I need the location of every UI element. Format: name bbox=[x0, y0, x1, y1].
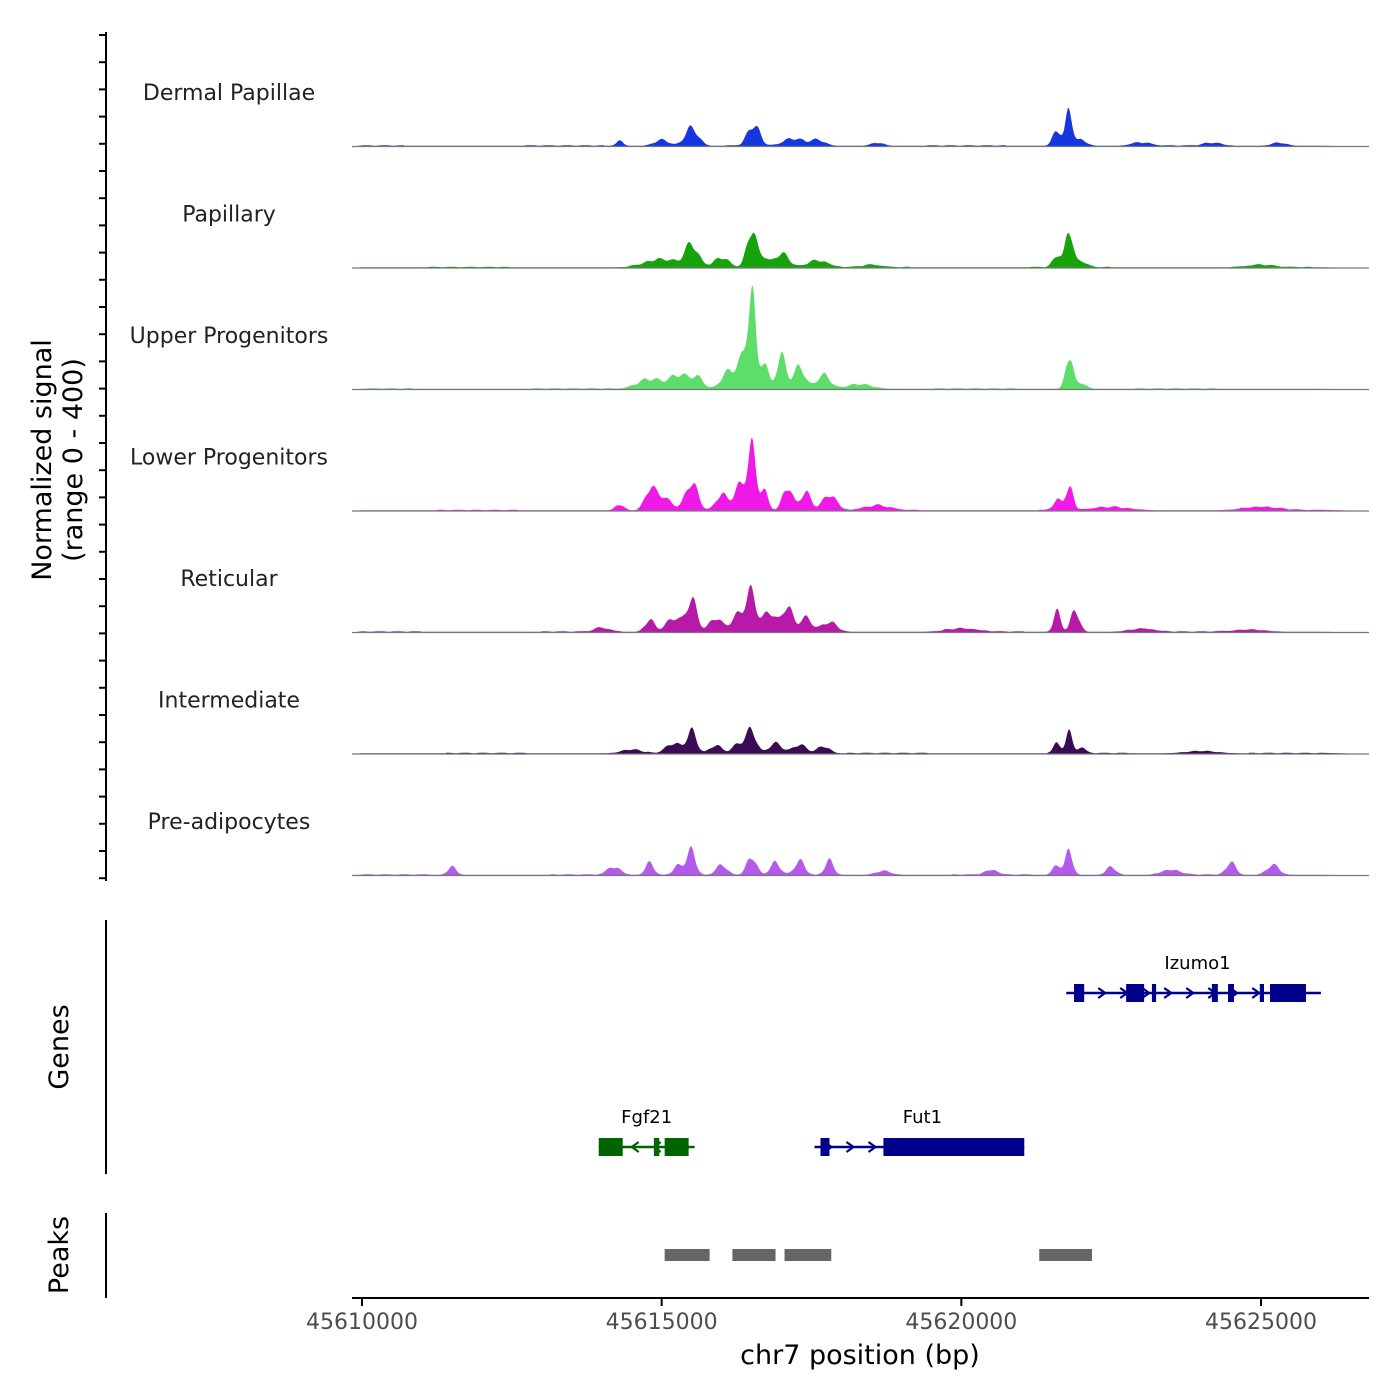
gene-exon bbox=[1151, 984, 1157, 1002]
peak-region bbox=[784, 1249, 832, 1261]
strand-arrow bbox=[845, 1141, 856, 1153]
peak-region bbox=[732, 1249, 776, 1261]
signal-y-ticks bbox=[99, 34, 106, 880]
track-label: Reticular bbox=[180, 567, 278, 592]
strand-arrow bbox=[1251, 987, 1262, 999]
signal-area bbox=[352, 846, 1369, 876]
strand-arrow bbox=[629, 1141, 640, 1153]
x-tick-label: 45620000 bbox=[905, 1310, 1017, 1335]
gene-fut1: Fut1 bbox=[814, 1107, 1025, 1156]
x-tick-label: 45610000 bbox=[306, 1310, 418, 1335]
gene-label: Izumo1 bbox=[1164, 953, 1230, 974]
strand-arrow bbox=[1185, 987, 1196, 999]
gene-exon bbox=[1211, 984, 1218, 1002]
track-label: Pre-adipocytes bbox=[148, 810, 311, 835]
signal-area bbox=[352, 584, 1369, 633]
gene-exon bbox=[820, 1138, 830, 1156]
ylabel-signal-line2: (range 0 - 400) bbox=[58, 358, 89, 562]
gene-label: Fut1 bbox=[903, 1107, 942, 1128]
ylabel-signal-line1: Normalized signal bbox=[27, 339, 58, 581]
track-lower-progenitors: Lower Progenitors bbox=[130, 437, 1369, 512]
ylabel-genes: Genes bbox=[44, 1004, 75, 1089]
track-label: Papillary bbox=[182, 203, 276, 228]
gene-exon bbox=[653, 1138, 660, 1156]
peak-region bbox=[664, 1249, 710, 1261]
gene-fgf21: Fgf21 bbox=[598, 1107, 695, 1156]
signal-area bbox=[352, 284, 1369, 390]
signal-area bbox=[352, 107, 1369, 147]
gene-exon bbox=[1259, 984, 1264, 1002]
gene-exon bbox=[1228, 984, 1235, 1002]
track-label: Upper Progenitors bbox=[130, 324, 329, 349]
track-papillary: Papillary bbox=[182, 203, 1369, 269]
signal-tracks: Dermal Papillae Papillary Upper Progenitor… bbox=[130, 81, 1369, 877]
ylabel-peaks: Peaks bbox=[44, 1216, 75, 1294]
track-pre-adipocytes: Pre-adipocytes bbox=[148, 810, 1369, 877]
gene-exon bbox=[1126, 984, 1145, 1002]
gene-label: Fgf21 bbox=[621, 1107, 672, 1128]
signal-area bbox=[352, 232, 1369, 268]
gene-exon bbox=[1269, 984, 1306, 1002]
track-label: Dermal Papillae bbox=[143, 81, 315, 106]
track-label: Intermediate bbox=[158, 689, 300, 714]
x-tick-label: 45625000 bbox=[1205, 1310, 1317, 1335]
strand-arrow bbox=[1163, 987, 1174, 999]
peak-regions bbox=[664, 1249, 1092, 1261]
strand-arrow bbox=[1141, 987, 1152, 999]
peak-region bbox=[1039, 1249, 1092, 1261]
track-reticular: Reticular bbox=[180, 567, 1369, 634]
track-label: Lower Progenitors bbox=[130, 446, 328, 471]
x-axis-ticks: 45610000 45615000 45620000 45625000 bbox=[306, 1298, 1317, 1335]
signal-area bbox=[352, 437, 1369, 511]
x-axis-label: chr7 position (bp) bbox=[740, 1340, 980, 1371]
gene-exon bbox=[598, 1138, 623, 1156]
signal-area bbox=[352, 726, 1369, 754]
track-upper-progenitors: Upper Progenitors bbox=[130, 284, 1369, 391]
gene-izumo1: Izumo1 bbox=[1066, 953, 1321, 1002]
gene-exon bbox=[1074, 984, 1085, 1002]
gene-exon bbox=[883, 1138, 1025, 1156]
x-tick-label: 45615000 bbox=[606, 1310, 718, 1335]
gene-exon bbox=[664, 1138, 689, 1156]
gene-annotations: Izumo1 Fgf21 Fut1 bbox=[598, 953, 1321, 1156]
strand-arrow bbox=[1097, 987, 1108, 999]
strand-arrow bbox=[867, 1141, 878, 1153]
track-dermal-papillae: Dermal Papillae bbox=[143, 81, 1369, 148]
track-intermediate: Intermediate bbox=[158, 689, 1369, 755]
